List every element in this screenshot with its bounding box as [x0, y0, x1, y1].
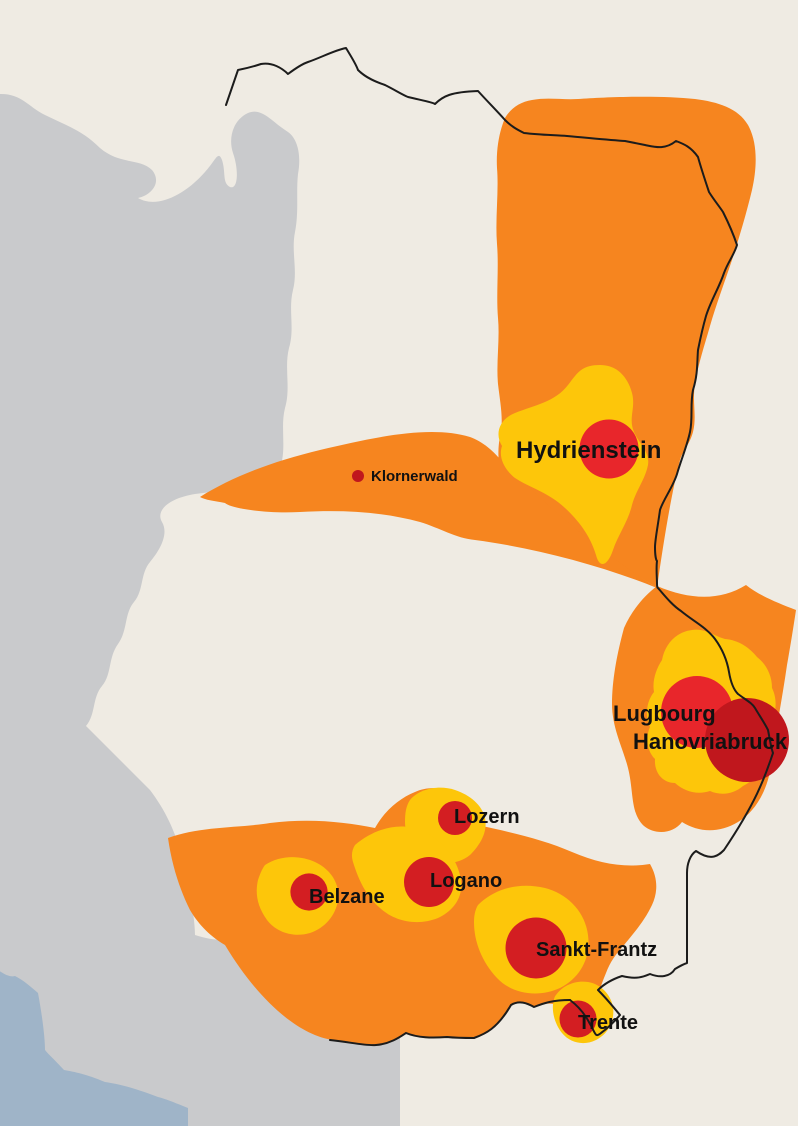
svg-text:Trente: Trente [578, 1012, 638, 1034]
svg-text:Logano: Logano [430, 870, 502, 892]
svg-text:Belzane: Belzane [309, 886, 385, 908]
svg-text:Hydrienstein: Hydrienstein [516, 437, 661, 464]
svg-text:Lugbourg: Lugbourg [613, 701, 716, 726]
svg-text:Sankt-Frantz: Sankt-Frantz [536, 939, 657, 961]
svg-text:Hanovriabruck: Hanovriabruck [633, 729, 788, 754]
svg-text:Lozern: Lozern [454, 806, 520, 828]
svg-text:Klornerwald: Klornerwald [371, 468, 458, 485]
